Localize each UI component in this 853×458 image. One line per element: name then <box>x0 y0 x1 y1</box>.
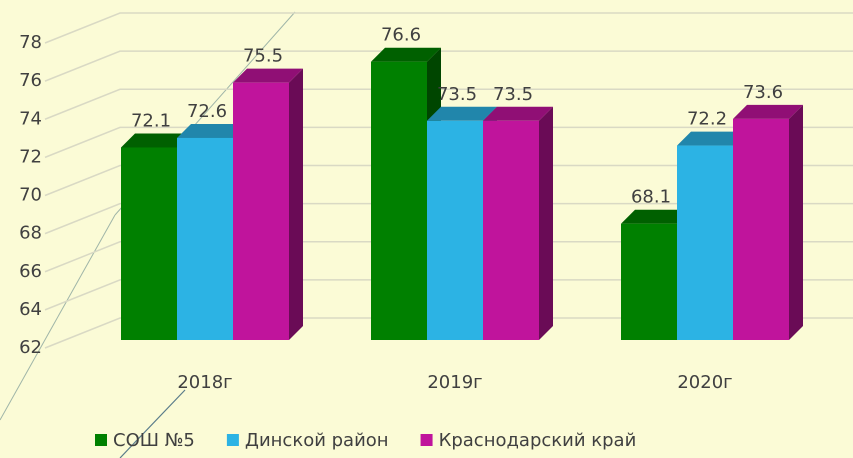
data-label: 76.6 <box>381 25 421 46</box>
bar-top <box>371 47 441 62</box>
bar-top <box>121 133 191 148</box>
data-label: 73.5 <box>493 84 533 105</box>
grid: 62 64 66 68 70 72 74 76 78 <box>19 12 853 358</box>
bar-front <box>483 120 539 340</box>
data-label: 73.5 <box>437 84 477 105</box>
y-tick-label: 68 <box>19 223 42 244</box>
bar-front <box>371 61 427 340</box>
y-tick-label: 72 <box>19 146 42 167</box>
grid-line <box>44 50 853 82</box>
bar-front <box>177 137 233 340</box>
bars: 2018г 72.1 72.6 75.5 2019г 76.6 73.5 73.5 2020г 6… <box>121 25 803 393</box>
bar <box>733 104 803 340</box>
legend-label: СОШ №5 <box>113 430 195 451</box>
bar <box>233 68 303 340</box>
data-label: 72.2 <box>687 109 727 130</box>
y-tick-label: 70 <box>19 185 42 206</box>
bar-side <box>789 104 803 340</box>
data-label: 72.6 <box>187 101 227 122</box>
y-tick-label: 76 <box>19 70 42 91</box>
x-tick-label: 2019г <box>427 372 482 393</box>
data-label: 75.5 <box>243 46 283 67</box>
legend-swatch <box>420 434 433 446</box>
grid-line <box>44 88 853 120</box>
x-tick-label: 2020г <box>677 372 732 393</box>
bar-side <box>539 106 553 340</box>
grid-line <box>44 126 853 159</box>
y-tick-label: 64 <box>19 299 42 320</box>
bar-top <box>677 131 747 146</box>
decor-line <box>119 389 186 458</box>
bar-top <box>177 123 247 138</box>
bar-top <box>621 209 691 224</box>
data-label: 72.1 <box>131 110 171 131</box>
bar-top <box>733 104 803 119</box>
bar-top <box>483 106 553 121</box>
bar-top <box>427 106 497 121</box>
x-tick-label: 2018г <box>177 372 232 393</box>
grid-line <box>44 279 853 311</box>
grid-line <box>44 317 853 349</box>
data-label: 68.1 <box>631 187 671 208</box>
bar-front <box>233 82 289 340</box>
bar-front <box>733 118 789 340</box>
y-tick-label: 74 <box>19 108 42 129</box>
grid-line <box>44 241 853 273</box>
y-tick-label: 78 <box>19 32 42 53</box>
legend: СОШ №5 Динской район Краснодарский край <box>95 430 636 451</box>
grid-line <box>44 202 853 235</box>
y-tick-label: 66 <box>19 261 42 282</box>
grid-line <box>44 12 853 44</box>
bar-front <box>621 223 677 340</box>
bar-front <box>677 145 733 340</box>
bar-side <box>289 68 303 340</box>
bar-front <box>427 120 483 340</box>
legend-label: Краснодарский край <box>439 430 637 451</box>
decor-line <box>0 214 116 421</box>
bar-top <box>233 68 303 83</box>
y-tick-label: 62 <box>19 337 42 358</box>
legend-label: Динской район <box>245 430 389 451</box>
legend-swatch <box>95 434 107 446</box>
bar-front <box>121 147 177 340</box>
grid-line <box>44 164 853 197</box>
legend-swatch <box>226 434 239 446</box>
data-label: 73.6 <box>743 82 783 103</box>
bar <box>483 106 553 340</box>
